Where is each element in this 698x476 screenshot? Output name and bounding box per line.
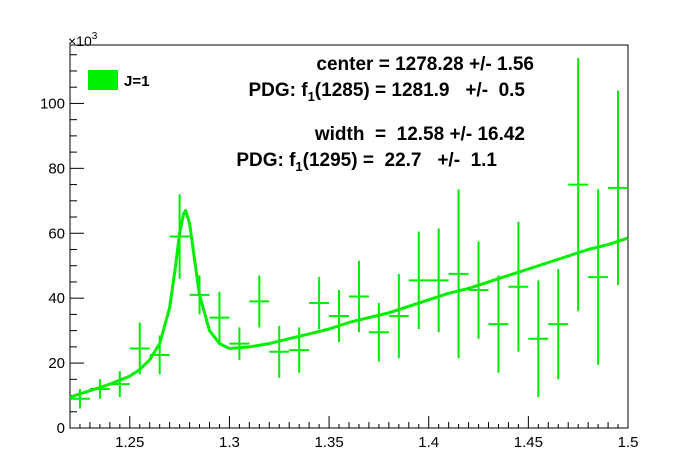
data-points-group bbox=[70, 57, 628, 409]
y-tick-label: 60 bbox=[48, 225, 65, 242]
data-point bbox=[548, 268, 569, 380]
x-tick-label: 1.5 bbox=[618, 434, 639, 451]
data-point bbox=[129, 322, 150, 375]
data-point bbox=[70, 389, 90, 409]
data-point bbox=[448, 189, 469, 359]
x-tick-label: 1.45 bbox=[514, 434, 543, 451]
data-point bbox=[388, 273, 409, 359]
y-axis: 0 20 40 60 80 100 bbox=[40, 54, 84, 437]
data-point bbox=[368, 303, 389, 362]
y-multiplier-exponent: 3 bbox=[92, 31, 98, 42]
data-point bbox=[189, 275, 210, 315]
data-point bbox=[588, 189, 609, 365]
y-tick-label: 100 bbox=[40, 95, 65, 112]
plot-frame bbox=[69, 44, 629, 429]
y-tick-label: 80 bbox=[48, 160, 65, 177]
data-point bbox=[209, 291, 230, 344]
data-point bbox=[528, 280, 549, 398]
data-point bbox=[608, 90, 628, 286]
data-point bbox=[329, 290, 349, 342]
legend: J=1 bbox=[88, 70, 149, 90]
y-tick-label: 0 bbox=[57, 420, 65, 437]
data-point bbox=[169, 194, 190, 279]
annotation-line: center = 1278.28 +/- 1.56 bbox=[316, 54, 534, 75]
annotations: center = 1278.28 +/- 1.56 PDG: f1(1285) =… bbox=[236, 54, 534, 174]
x-tick-label: 1.25 bbox=[115, 434, 144, 451]
y-multiplier-base: ×10 bbox=[68, 33, 92, 49]
data-point bbox=[508, 221, 529, 352]
annotation-line: PDG: f1(1295) = 22.7 +/- 1.1 bbox=[236, 150, 497, 174]
data-point bbox=[309, 277, 330, 330]
y-axis-multiplier: ×103 bbox=[68, 31, 98, 49]
data-point bbox=[269, 325, 290, 378]
data-point bbox=[488, 275, 509, 373]
fit-curve-group bbox=[69, 209, 629, 399]
fit-curve bbox=[69, 209, 629, 399]
data-point bbox=[468, 241, 489, 339]
y-tick-label: 40 bbox=[48, 290, 65, 307]
y-tick-label: 20 bbox=[48, 355, 65, 372]
legend-label: J=1 bbox=[124, 73, 149, 90]
data-point bbox=[249, 275, 270, 328]
data-point bbox=[408, 231, 429, 330]
data-point bbox=[109, 371, 130, 398]
data-point bbox=[89, 379, 110, 399]
legend-swatch bbox=[88, 70, 118, 90]
x-axis: 1.25 1.3 1.35 1.4 1.45 1.5 bbox=[69, 416, 639, 451]
data-point bbox=[428, 228, 449, 333]
data-point bbox=[349, 260, 369, 333]
x-tick-label: 1.35 bbox=[314, 434, 343, 451]
annotation-line: width = 12.58 +/- 16.42 bbox=[314, 124, 525, 145]
data-point bbox=[289, 327, 310, 373]
x-tick-label: 1.4 bbox=[418, 434, 439, 451]
data-point bbox=[568, 57, 589, 312]
data-point bbox=[229, 327, 250, 360]
x-tick-label: 1.3 bbox=[219, 434, 240, 451]
annotation-line: PDG: f1(1285) = 1281.9 +/- 0.5 bbox=[248, 80, 525, 104]
data-point bbox=[149, 335, 170, 375]
